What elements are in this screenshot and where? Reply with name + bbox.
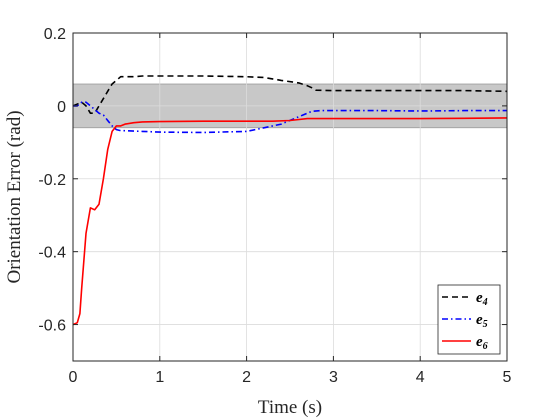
legend-label-e5: e5 bbox=[476, 312, 488, 330]
y-tick-label: 0.2 bbox=[44, 26, 66, 43]
x-axis-label: Time (s) bbox=[258, 397, 322, 418]
y-axis-ticks: 0.2 0 -0.2 -0.4 -0.6 bbox=[38, 26, 507, 335]
x-tick-label: 4 bbox=[416, 369, 425, 386]
series-line-e4 bbox=[72, 75, 508, 114]
x-tick-label: 5 bbox=[503, 369, 512, 386]
x-tick-label: 1 bbox=[155, 369, 164, 386]
y-tick-label: 0 bbox=[57, 99, 66, 116]
series-layer bbox=[72, 75, 508, 326]
y-tick-label: -0.2 bbox=[38, 172, 66, 189]
x-axis-ticks: 0 1 2 3 4 5 bbox=[69, 33, 512, 386]
legend-label-subscript: 6 bbox=[483, 341, 488, 352]
plot-frame bbox=[72, 32, 508, 362]
legend-label-main: e bbox=[476, 312, 483, 328]
y-axis-label: Orientation Error (rad) bbox=[4, 110, 25, 283]
x-tick-label: 2 bbox=[242, 369, 251, 386]
y-tick-label: -0.4 bbox=[38, 245, 66, 262]
legend-box bbox=[437, 284, 501, 355]
legend-label-main: e bbox=[476, 290, 483, 306]
series-line-e5 bbox=[73, 101, 507, 134]
legend-label-main: e bbox=[476, 334, 483, 350]
legend-label-e4: e4 bbox=[476, 290, 488, 308]
legend-label-subscript: 4 bbox=[482, 297, 488, 308]
legend-label-subscript: 5 bbox=[483, 319, 488, 330]
x-tick-label: 0 bbox=[69, 369, 78, 386]
y-tick-label: -0.6 bbox=[38, 318, 66, 335]
legend-label-e6: e6 bbox=[476, 334, 488, 352]
series-line-e6 bbox=[72, 117, 508, 326]
x-tick-label: 3 bbox=[329, 369, 338, 386]
